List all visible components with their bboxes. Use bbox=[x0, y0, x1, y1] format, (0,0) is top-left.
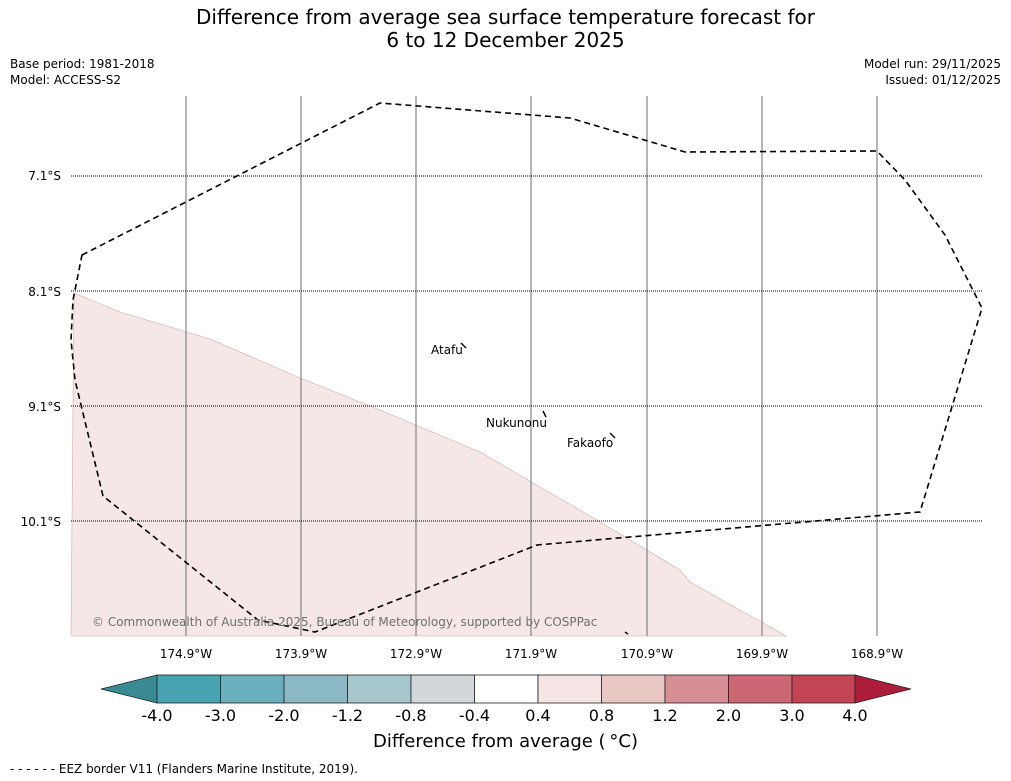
cb-label-6: 0.4 bbox=[525, 706, 550, 725]
map-title-line-1: Difference from average sea surface temp… bbox=[195, 5, 815, 29]
cb-label-8: 1.2 bbox=[652, 706, 677, 725]
colorbar-bin-2 bbox=[220, 674, 285, 704]
colorbar bbox=[100, 674, 912, 704]
cb-label-5: -0.4 bbox=[459, 706, 490, 725]
lat-label-8.1: 8.1°S bbox=[28, 285, 61, 299]
colorbar-bin-9 bbox=[664, 674, 729, 704]
map-title-line-2: 6 to 12 December 2025 bbox=[386, 28, 625, 52]
meta-right: Model run: 29/11/2025 Issued: 01/12/2025 bbox=[864, 56, 1001, 88]
lat-label-10.1: 10.1°S bbox=[21, 515, 61, 529]
anomaly-region bbox=[70, 292, 788, 637]
issued-date: Issued: 01/12/2025 bbox=[885, 73, 1001, 87]
place-label-atafu: Atafu bbox=[431, 343, 463, 357]
colorbar-extend-high bbox=[854, 674, 912, 704]
lon-label-171.9: 171.9°W bbox=[505, 647, 557, 661]
meridian-lines bbox=[185, 96, 878, 636]
colorbar-extend-low bbox=[100, 674, 158, 704]
cb-label-3: -1.2 bbox=[332, 706, 363, 725]
cb-label-9: 2.0 bbox=[716, 706, 741, 725]
base-period: Base period: 1981-2018 bbox=[10, 57, 155, 71]
meta-left: Base period: 1981-2018 Model: ACCESS-S2 bbox=[10, 56, 155, 88]
cb-label-4: -0.8 bbox=[395, 706, 426, 725]
cb-label-7: 0.8 bbox=[589, 706, 614, 725]
lon-label-174.9: 174.9°W bbox=[160, 647, 212, 661]
place-label-fakaofo: Fakaofo bbox=[567, 436, 613, 450]
colorbar-bin-10 bbox=[728, 674, 793, 704]
lon-label-168.9: 168.9°W bbox=[851, 647, 903, 661]
lon-label-173.9: 173.9°W bbox=[275, 647, 327, 661]
islands bbox=[460, 342, 629, 635]
colorbar-title: Difference from average ( °C) bbox=[0, 731, 1011, 752]
colorbar-bin-1 bbox=[156, 674, 221, 704]
model-name: Model: ACCESS-S2 bbox=[10, 73, 122, 87]
fakaofo-island bbox=[609, 432, 616, 439]
cb-label-0: -4.0 bbox=[141, 706, 172, 725]
cb-label-11: 4.0 bbox=[842, 706, 867, 725]
longitude-labels: 174.9°W 173.9°W 172.9°W 171.9°W 170.9°W … bbox=[160, 647, 903, 661]
small-islet bbox=[624, 631, 629, 635]
cb-label-2: -2.0 bbox=[268, 706, 299, 725]
colorbar-bin-4 bbox=[347, 674, 412, 704]
place-label-nukunonu: Nukunonu bbox=[486, 416, 547, 430]
lat-label-9.1: 9.1°S bbox=[28, 400, 61, 414]
colorbar-bin-7 bbox=[537, 674, 602, 704]
colorbar-labels: -4.0 -3.0 -2.0 -1.2 -0.8 -0.4 0.4 0.8 1.… bbox=[141, 706, 867, 725]
atafu-island bbox=[460, 342, 467, 349]
colorbar-bin-8 bbox=[601, 674, 666, 704]
nukunonu-island bbox=[542, 410, 547, 418]
colorbar-title-text: Difference from average ( bbox=[373, 731, 606, 752]
colorbar-bin-5 bbox=[410, 674, 475, 704]
colorbar-title-unit: °C) bbox=[609, 731, 638, 752]
colorbar-bin-11 bbox=[791, 674, 856, 704]
model-run: Model run: 29/11/2025 bbox=[863, 57, 1001, 71]
latitude-labels: 7.1°S 8.1°S 9.1°S 10.1°S bbox=[21, 169, 61, 529]
colorbar-bin-3 bbox=[283, 674, 348, 704]
eez-border bbox=[70, 102, 983, 633]
copyright-notice: © Commonwealth of Australia 2025, Bureau… bbox=[92, 615, 597, 629]
lon-label-172.9: 172.9°W bbox=[390, 647, 442, 661]
degree-symbol bbox=[606, 729, 610, 743]
lon-label-170.9: 170.9°W bbox=[621, 647, 673, 661]
eez-footnote: - - - - - - EEZ border V11 (Flanders Mar… bbox=[10, 762, 358, 776]
lat-label-7.1: 7.1°S bbox=[28, 169, 61, 183]
cb-label-1: -3.0 bbox=[205, 706, 236, 725]
lon-label-169.9: 169.9°W bbox=[736, 647, 788, 661]
colorbar-bin-6 bbox=[474, 674, 539, 704]
cb-label-10: 3.0 bbox=[779, 706, 804, 725]
